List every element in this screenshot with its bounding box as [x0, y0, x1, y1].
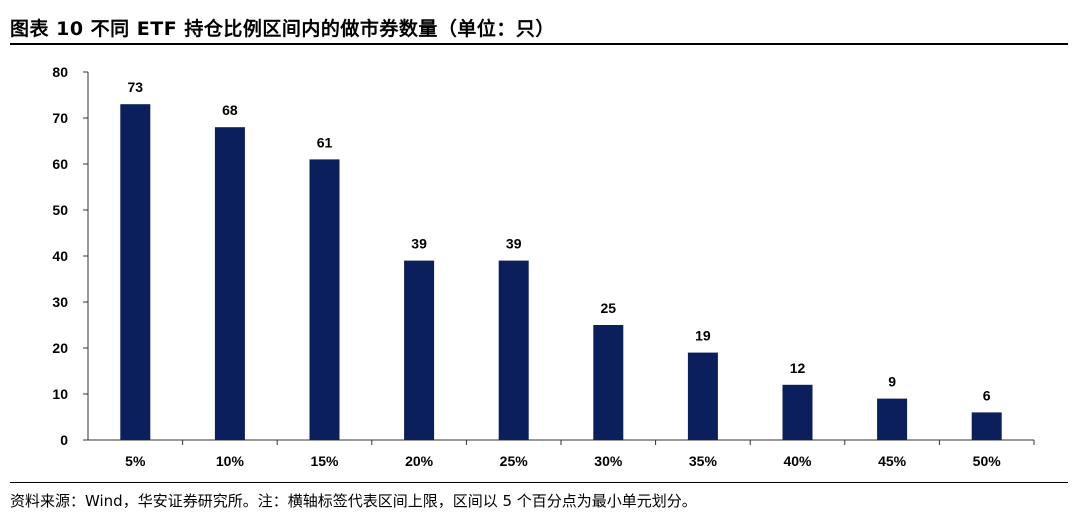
data-labels: 73 68 61 39 39 25 19 12 9 6	[128, 79, 991, 403]
source-divider	[10, 482, 1068, 483]
data-label: 9	[888, 374, 896, 390]
bar	[782, 384, 813, 440]
data-label: 19	[695, 328, 711, 344]
x-axis: 5% 10% 15% 20% 25% 30% 35% 40% 45% 50%	[88, 439, 1035, 469]
bar	[120, 104, 151, 440]
data-label: 39	[506, 236, 522, 252]
data-label: 39	[411, 236, 427, 252]
y-tick-label: 40	[52, 248, 68, 264]
y-tick-label: 50	[52, 202, 68, 218]
bar	[214, 127, 245, 440]
data-label: 61	[317, 134, 333, 150]
bar	[687, 352, 718, 440]
y-axis: 0 10 20 30 40 50 60 70 80	[52, 64, 89, 448]
chart-title: 图表 10 不同 ETF 持仓比例区间内的做市券数量（单位：只）	[10, 18, 555, 40]
bar	[498, 260, 529, 440]
bar	[971, 412, 1002, 440]
y-tick-label: 0	[60, 432, 68, 448]
x-tick-label: 5%	[125, 453, 146, 469]
x-tick-label: 35%	[689, 453, 718, 469]
data-label: 68	[222, 102, 238, 118]
source-note: 资料来源：Wind，华安证券研究所。注：横轴标签代表区间上限，区间以 5 个百分…	[10, 492, 697, 510]
x-tick-label: 10%	[216, 453, 245, 469]
x-tick-label: 15%	[310, 453, 339, 469]
y-tick-label: 30	[52, 294, 68, 310]
data-label: 12	[790, 360, 806, 376]
title-divider	[10, 43, 1068, 45]
x-tick-label: 45%	[878, 453, 907, 469]
bar-chart: 0 10 20 30 40 50 60 70 80 5% 10% 15% 20% 25% 30% 35% 40…	[52, 64, 1035, 469]
data-label: 25	[601, 300, 617, 316]
data-label: 6	[983, 387, 991, 403]
bar	[877, 398, 908, 440]
y-tick-label: 70	[52, 110, 68, 126]
bar	[309, 159, 340, 440]
x-tick-label: 40%	[783, 453, 812, 469]
x-tick-label: 20%	[405, 453, 434, 469]
y-tick-label: 20	[52, 340, 68, 356]
y-tick-label: 60	[52, 156, 68, 172]
bars	[120, 104, 1002, 440]
bar	[593, 325, 624, 440]
x-tick-label: 25%	[500, 453, 529, 469]
y-tick-label: 10	[52, 386, 68, 402]
x-tick-label: 30%	[594, 453, 623, 469]
y-tick-label: 80	[52, 64, 68, 80]
data-label: 73	[128, 79, 144, 95]
bar	[404, 260, 435, 440]
x-tick-label: 50%	[973, 453, 1002, 469]
